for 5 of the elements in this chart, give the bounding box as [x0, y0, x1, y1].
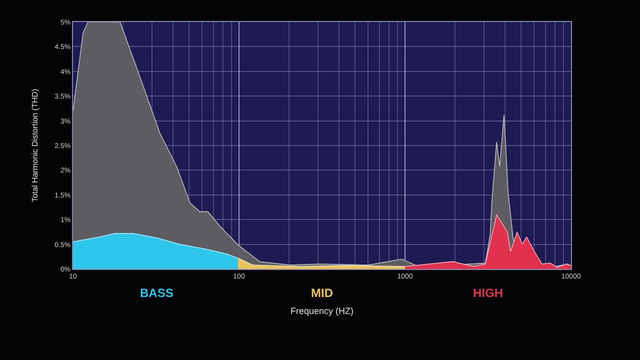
text: MID [311, 286, 334, 300]
y-axis-title: Total Harmonic Distortion (THD) [30, 88, 40, 202]
x-axis-title: Frequency (HZ) [290, 306, 354, 316]
text: BASS [140, 286, 174, 300]
text: HIGH [473, 286, 503, 300]
